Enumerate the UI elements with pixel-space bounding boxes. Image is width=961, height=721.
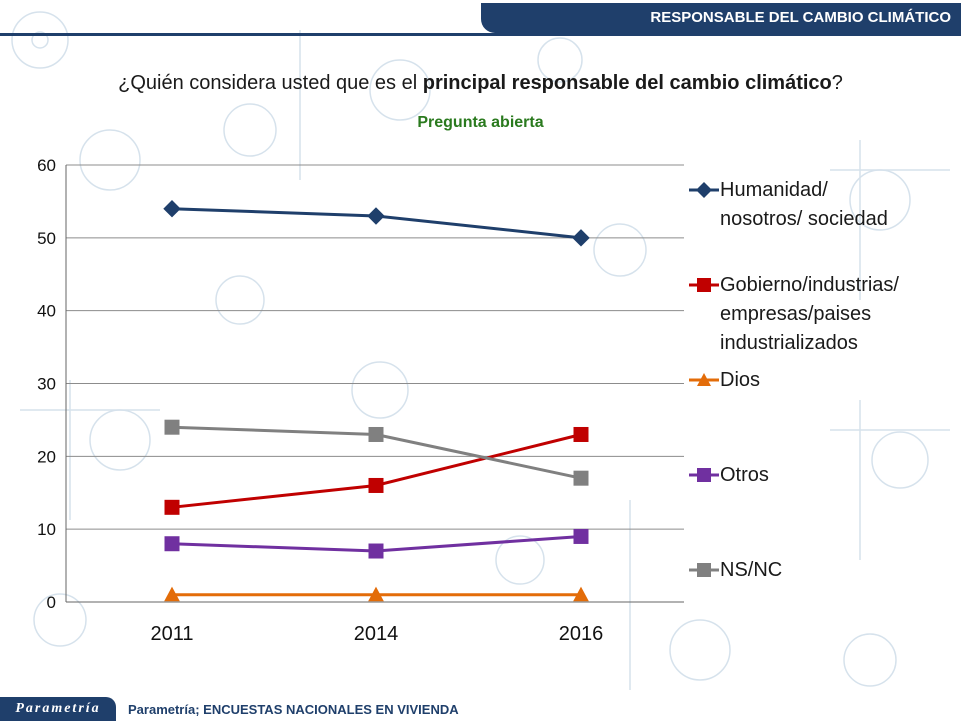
chart-subtitle: Pregunta abierta bbox=[417, 114, 544, 131]
data-point-1-1 bbox=[368, 477, 384, 493]
x-tick-label: 2016 bbox=[559, 623, 604, 645]
y-tick-label: 40 bbox=[37, 302, 56, 321]
y-tick-label: 20 bbox=[37, 447, 56, 466]
legend-label: Gobierno/industrias/empresas/paises indus… bbox=[720, 271, 899, 358]
legend-label: Otros bbox=[720, 461, 769, 490]
data-point-4-2 bbox=[573, 470, 589, 486]
legend-label-line: industrializados bbox=[720, 332, 858, 354]
legend-item: Otros bbox=[688, 461, 769, 490]
legend-item: Dios bbox=[688, 366, 760, 395]
legend-label: NS/NC bbox=[720, 556, 782, 585]
data-point-3-1 bbox=[368, 543, 384, 559]
legend-swatch bbox=[689, 563, 719, 577]
legend-label-line: Humanidad/ bbox=[720, 179, 828, 201]
legend-label-line: NS/NC bbox=[720, 559, 783, 581]
data-point-4-1 bbox=[368, 426, 384, 442]
x-tick-label: 2014 bbox=[354, 623, 399, 645]
data-point-0-2 bbox=[572, 229, 590, 247]
legend-swatch bbox=[689, 468, 719, 482]
data-point-1-0 bbox=[164, 499, 180, 515]
data-point-1-2 bbox=[573, 426, 589, 442]
legend-label-line: Otros bbox=[720, 464, 769, 486]
data-point-2-1 bbox=[368, 586, 384, 602]
question-text: ¿Quién considera usted que es el princip… bbox=[0, 72, 961, 95]
legend-label: Dios bbox=[720, 366, 760, 395]
legend-swatch bbox=[689, 182, 719, 198]
series-line-1 bbox=[171, 433, 582, 509]
y-tick-label: 0 bbox=[47, 593, 56, 612]
data-point-4-0 bbox=[164, 419, 180, 435]
parametria-logo: Parametría bbox=[0, 697, 116, 721]
y-tick-label: 30 bbox=[37, 375, 56, 394]
data-point-2-2 bbox=[573, 586, 589, 602]
legend-label-line: Gobierno/industrias/ bbox=[720, 274, 899, 296]
data-point-3-0 bbox=[164, 536, 180, 552]
data-point-2-0 bbox=[164, 586, 180, 602]
question-prefix: ¿Quién considera usted que es el bbox=[118, 72, 423, 94]
question-suffix: ? bbox=[831, 72, 843, 94]
legend-label: Humanidad/nosotros/ sociedad bbox=[720, 176, 888, 234]
legend-item: Humanidad/nosotros/ sociedad bbox=[688, 176, 888, 234]
line-chart: 0 10 20 30 40 50 60 2011 2014 2016 bbox=[37, 156, 684, 645]
y-tick-label: 50 bbox=[37, 229, 56, 248]
data-point-0-1 bbox=[367, 207, 385, 225]
legend-swatch bbox=[689, 373, 719, 386]
header-title: RESPONSABLE DEL CAMBIO CLIMÁTICO bbox=[481, 3, 961, 33]
header-rule bbox=[0, 33, 961, 36]
x-tick-label: 2011 bbox=[150, 623, 193, 645]
legend-label-line: empresas/paises bbox=[720, 303, 872, 325]
footer-source: Parametría; ENCUESTAS NACIONALES EN VIVI… bbox=[128, 702, 459, 717]
legend-item: NS/NC bbox=[688, 556, 782, 585]
data-point-0-0 bbox=[163, 199, 181, 218]
data-point-3-2 bbox=[573, 528, 589, 544]
y-tick-label: 10 bbox=[37, 520, 56, 539]
legend-swatch bbox=[689, 278, 719, 292]
legend-label-line: Dios bbox=[720, 369, 761, 391]
legend-label-line: nosotros/ sociedad bbox=[720, 208, 888, 230]
y-tick-label: 60 bbox=[37, 156, 56, 175]
legend-item: Gobierno/industrias/empresas/paises indus… bbox=[688, 271, 899, 358]
question-bold: principal responsable del cambio climáti… bbox=[422, 72, 832, 94]
